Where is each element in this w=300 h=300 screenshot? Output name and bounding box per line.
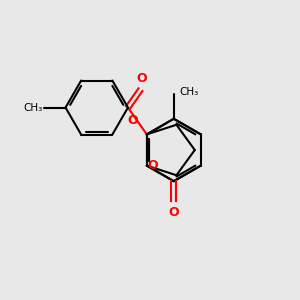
Text: O: O xyxy=(147,159,158,172)
Text: O: O xyxy=(169,206,179,220)
Text: CH₃: CH₃ xyxy=(23,103,42,112)
Text: O: O xyxy=(137,72,147,85)
Text: O: O xyxy=(128,115,138,128)
Text: CH₃: CH₃ xyxy=(179,87,198,97)
